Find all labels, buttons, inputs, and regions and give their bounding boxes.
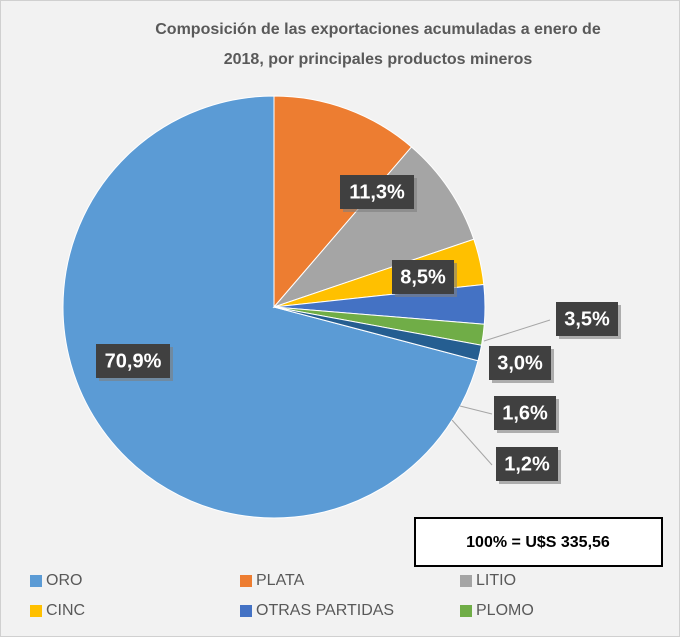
data-label-box — [340, 175, 414, 209]
pie — [62, 95, 486, 519]
data-label: 3,5% — [564, 308, 610, 330]
legend-label: OTRAS PARTIDAS — [256, 602, 394, 619]
data-label: 70,9% — [105, 350, 162, 372]
legend-label: PLOMO — [476, 602, 534, 619]
data-label-box — [494, 396, 556, 430]
legend-swatch — [30, 575, 42, 587]
legend-swatch — [240, 605, 252, 617]
leader-line — [451, 419, 493, 466]
legend-label: ORO — [46, 572, 82, 589]
legend-label: PLATA — [256, 572, 305, 589]
data-label: 11,3% — [349, 181, 405, 203]
legend: ORO PLATA LITIO CINC OTRAS PARTIDAS PLOMO — [30, 572, 534, 619]
data-label-box — [392, 260, 454, 294]
data-labels: 70,9% 11,3% 8,5% 3,5% 3,0% 1,6% 1,2% — [96, 175, 621, 484]
leader-line — [459, 405, 493, 415]
pie-slice — [272, 146, 475, 309]
legend-swatch — [240, 575, 252, 587]
data-label-box — [556, 302, 618, 336]
leader-line — [483, 319, 551, 342]
data-label: 3,0% — [497, 352, 543, 374]
legend-label: CINC — [46, 602, 85, 619]
legend-swatch — [460, 605, 472, 617]
legend-swatch — [460, 575, 472, 587]
legend-label: LITIO — [476, 572, 516, 589]
data-label-box — [489, 346, 551, 380]
data-label: 1,2% — [504, 453, 550, 475]
annotation-box — [414, 517, 663, 567]
data-label: 8,5% — [400, 266, 446, 288]
pie-slice — [273, 306, 483, 362]
annotation: 100% = U$S 335,56 — [466, 534, 610, 551]
data-label-box — [96, 344, 170, 378]
legend-swatch — [30, 605, 42, 617]
pie-slice — [62, 95, 479, 519]
data-label: 1,6% — [502, 402, 548, 424]
chart-title: Composición de las exportaciones acumula… — [155, 21, 601, 68]
data-label-box — [496, 447, 558, 481]
